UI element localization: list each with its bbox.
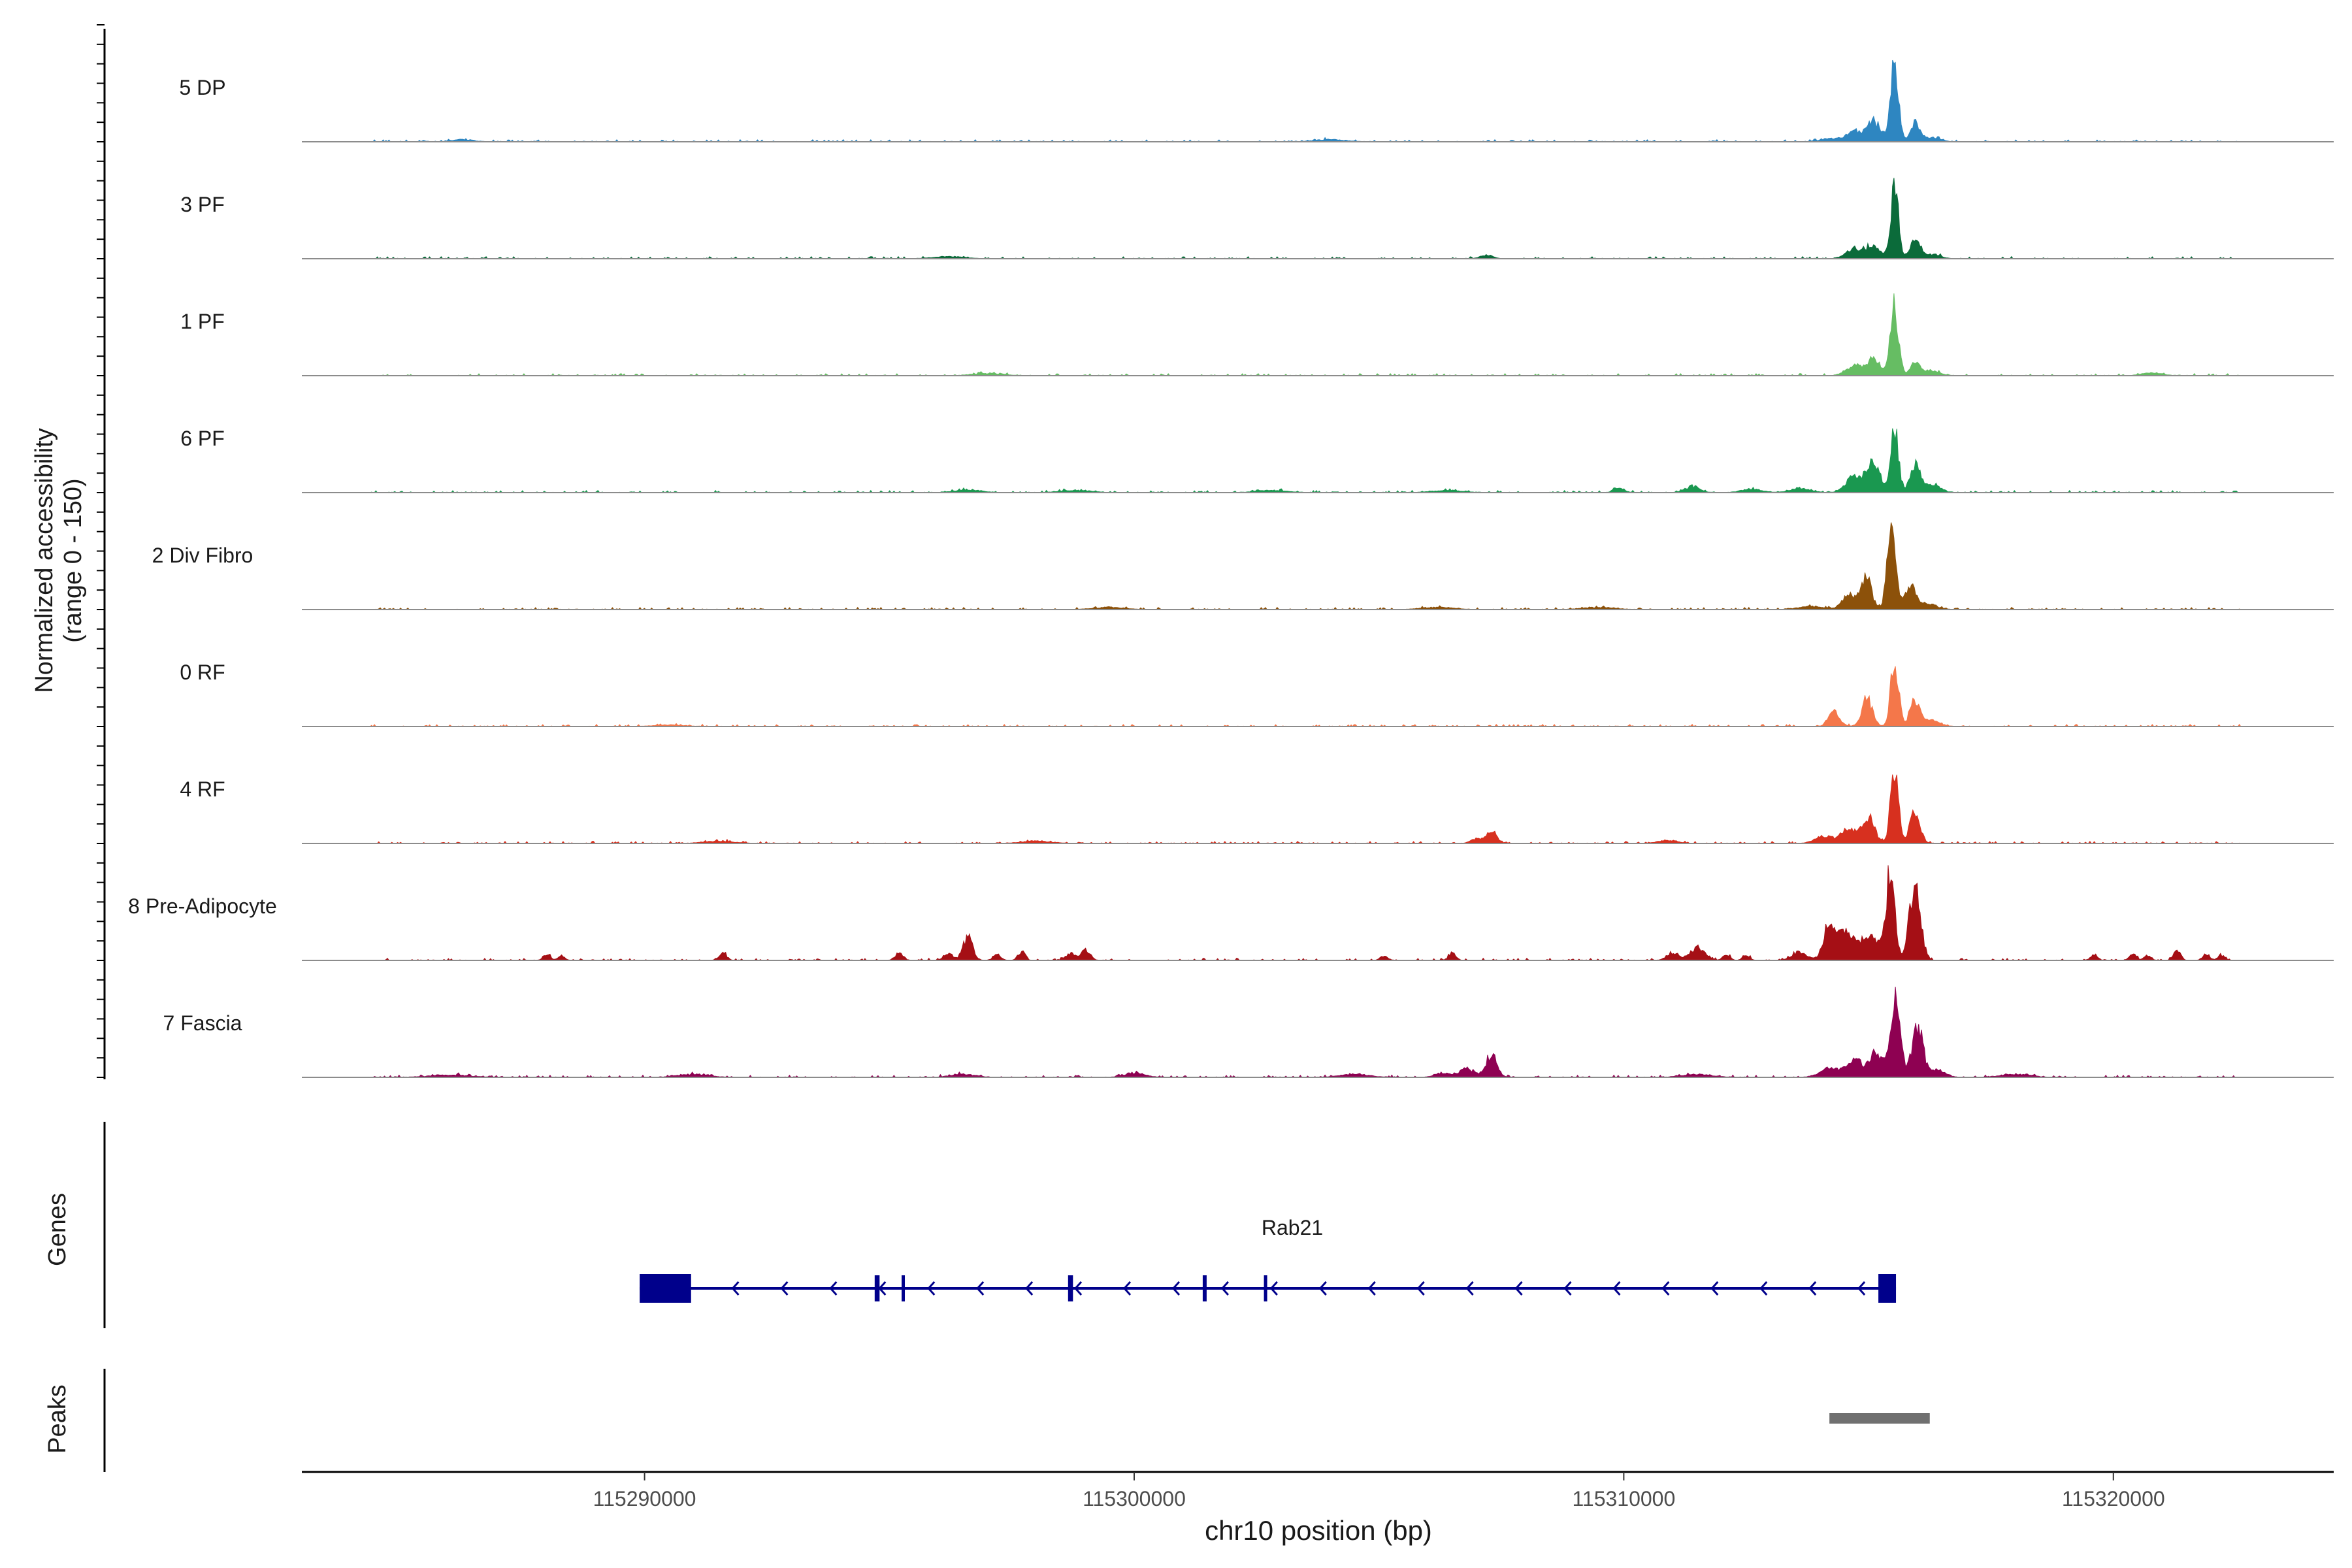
- coverage-area: [302, 522, 2334, 610]
- strand-arrow: [1661, 1281, 1670, 1296]
- strand-arrow: [780, 1281, 789, 1296]
- strand-arrow: [731, 1281, 740, 1296]
- strand-arrow: [1074, 1281, 1083, 1296]
- genes-track-label: Genes: [44, 1193, 71, 1266]
- strand-arrow: [1416, 1281, 1425, 1296]
- track-label: 2 Div Fibro: [152, 544, 253, 567]
- strand-arrow: [1563, 1281, 1572, 1296]
- coverage-area: [302, 865, 2334, 961]
- gene-exon: [1202, 1275, 1207, 1301]
- track-1: 3 PF: [180, 178, 2334, 259]
- strand-arrow: [1759, 1281, 1768, 1296]
- track-6: 4 RF: [180, 774, 2334, 844]
- strand-arrow: [1220, 1281, 1229, 1296]
- track-label: 0 RF: [180, 661, 225, 684]
- coverage-area: [302, 774, 2334, 844]
- peaks-track-label: Peaks: [44, 1384, 71, 1454]
- gene-name-label: Rab21: [1262, 1216, 1323, 1239]
- coverage-area: [302, 428, 2334, 493]
- strand-arrow: [1710, 1281, 1719, 1296]
- coverage-area: [302, 59, 2334, 142]
- y-axis-title: Normalized accessibility (range 0 - 150): [31, 428, 87, 693]
- track-label: 4 RF: [180, 777, 225, 801]
- x-tick-label: 115320000: [2062, 1487, 2165, 1511]
- track-label: 3 PF: [180, 193, 225, 216]
- track-8: 7 Fascia: [163, 987, 2334, 1078]
- strand-arrow: [1465, 1281, 1474, 1296]
- coverage-tracks: 5 DP 3 PF 1 PF 6 PF 2 Div Fibro 0 RF 4 RF 8 Pre…: [128, 59, 2334, 1078]
- gene-exon: [1264, 1275, 1267, 1301]
- track-label: 6 PF: [180, 427, 225, 450]
- strand-arrow: [1025, 1281, 1034, 1296]
- x-tick-label: 115310000: [1572, 1487, 1675, 1511]
- gene-exon: [1068, 1275, 1073, 1301]
- track-4: 2 Div Fibro: [152, 522, 2334, 610]
- gene-track: Rab21: [103, 1122, 1897, 1328]
- x-axis: 115290000 115300000 115310000 115320000: [302, 1471, 2334, 1511]
- strand-arrow: [1857, 1281, 1866, 1296]
- y-axis-range-label: (range 0 - 150): [59, 478, 87, 642]
- peak-track: [103, 1369, 1930, 1472]
- strand-arrow: [1808, 1281, 1817, 1296]
- gene-exon: [874, 1275, 880, 1301]
- coverage-area: [302, 987, 2334, 1078]
- coverage-area: [302, 666, 2334, 727]
- strand-arrow: [1171, 1281, 1181, 1296]
- gene-exon: [902, 1275, 906, 1301]
- x-tick-label: 115300000: [1083, 1487, 1186, 1511]
- strand-arrow: [1269, 1281, 1278, 1296]
- track-label: 1 PF: [180, 310, 225, 333]
- coverage-area: [302, 178, 2334, 259]
- track-5: 0 RF: [180, 661, 2334, 727]
- strand-arrow: [1318, 1281, 1327, 1296]
- strand-arrow: [1122, 1281, 1132, 1296]
- strand-arrow: [1612, 1281, 1621, 1296]
- track-3: 6 PF: [180, 427, 2334, 493]
- x-axis-title: chr10 position (bp): [1205, 1515, 1432, 1546]
- coverage-y-axis: [97, 24, 106, 1079]
- y-axis-label: Normalized accessibility: [31, 428, 58, 693]
- track-label: 8 Pre-Adipocyte: [128, 894, 277, 918]
- peak-region: [1829, 1413, 1930, 1424]
- coverage-area: [302, 293, 2334, 376]
- track-2: 1 PF: [180, 293, 2334, 376]
- strand-arrow: [829, 1281, 838, 1296]
- gene-exon: [1878, 1274, 1897, 1303]
- x-tick-label: 115290000: [593, 1487, 696, 1511]
- track-label: 7 Fascia: [163, 1011, 242, 1035]
- track-7: 8 Pre-Adipocyte: [128, 865, 2334, 961]
- strand-arrow: [976, 1281, 985, 1296]
- strand-arrow: [927, 1281, 936, 1296]
- track-label: 5 DP: [179, 76, 225, 99]
- track-0: 5 DP: [179, 59, 2334, 142]
- strand-arrow: [1514, 1281, 1523, 1296]
- gene-exon: [640, 1274, 691, 1303]
- strand-arrow: [1367, 1281, 1376, 1296]
